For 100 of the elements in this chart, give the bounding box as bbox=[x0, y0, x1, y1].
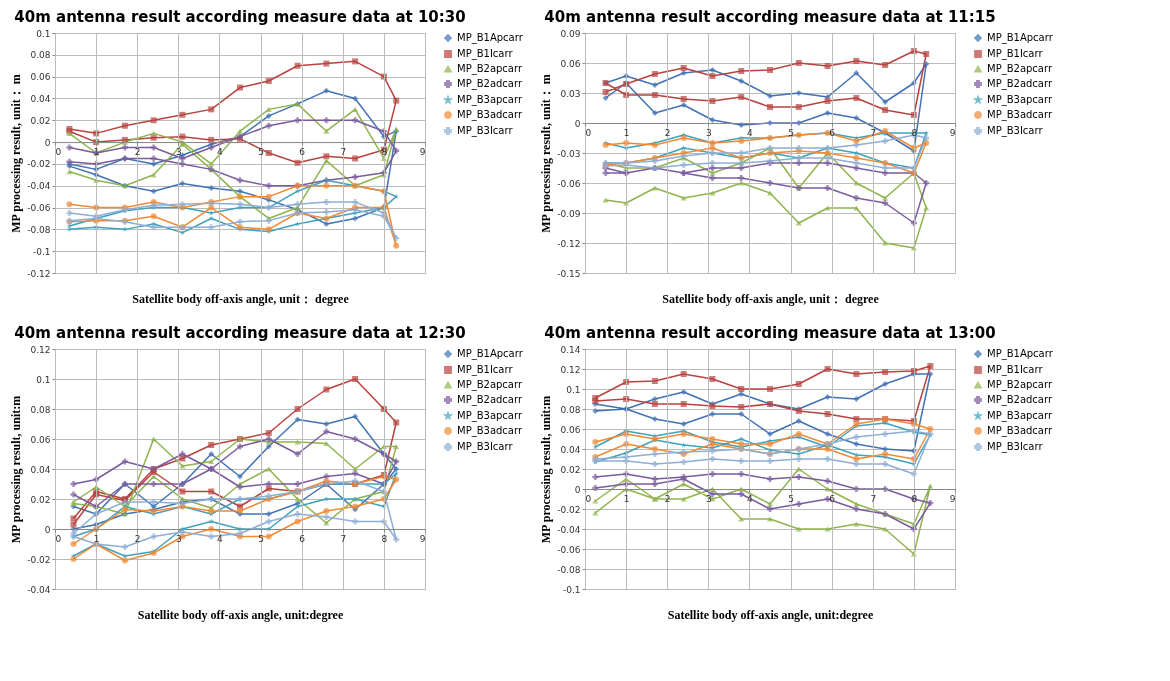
x-tick-label: 0 bbox=[55, 146, 62, 157]
y-tick-label: 0 bbox=[574, 118, 581, 129]
y-tick-label: 0.04 bbox=[30, 93, 51, 104]
y-tick-label: -0.06 bbox=[27, 203, 51, 214]
y-tick-label: 0.02 bbox=[30, 115, 51, 126]
y-tick-label: 0.12 bbox=[30, 344, 51, 355]
x-tick-label: 1 bbox=[93, 533, 100, 544]
legend-label: MP_B1Icarr bbox=[987, 48, 1044, 60]
y-tick-label: -0.15 bbox=[557, 268, 581, 279]
legend-label: MP_B2apcarr bbox=[987, 63, 1053, 75]
x-tick-label: 6 bbox=[299, 533, 306, 544]
legend-label: MP_B2adcarr bbox=[457, 394, 523, 406]
x-tick-label: 2 bbox=[134, 533, 141, 544]
y-tick-label: 0.08 bbox=[30, 404, 51, 415]
legend-label: MP_B3apcarr bbox=[457, 410, 523, 422]
legend-label: MP_B1Apcarr bbox=[457, 32, 524, 44]
x-tick-label: 3 bbox=[705, 493, 712, 504]
y-tick-label: 0.06 bbox=[30, 72, 51, 83]
y-tick-label: 0.02 bbox=[560, 464, 581, 475]
x-tick-label: 4 bbox=[747, 127, 754, 138]
x-tick-label: 2 bbox=[664, 493, 671, 504]
x-tick-label: 4 bbox=[217, 533, 224, 544]
x-tick-label: 7 bbox=[340, 533, 347, 544]
chart-title: 40m antenna result according measure data at 10:30 bbox=[14, 8, 466, 26]
legend-label: MP_B2apcarr bbox=[987, 379, 1053, 391]
y-tick-label: 0.03 bbox=[560, 88, 581, 99]
y-tick-label: 0.02 bbox=[30, 494, 51, 505]
x-tick-label: 4 bbox=[217, 146, 224, 157]
x-tick-label: 2 bbox=[664, 127, 671, 138]
x-axis-title: Satellite body off-axis angle, unit:degree bbox=[137, 607, 344, 622]
y-axis-title: MP processing result, unit： m bbox=[539, 74, 554, 233]
legend-label: MP_B2adcarr bbox=[457, 78, 523, 90]
x-axis-title: Satellite body off-axis angle, unit:degree bbox=[667, 607, 874, 622]
y-tick-label: -0.02 bbox=[557, 504, 581, 515]
legend-label: MP_B3apcarr bbox=[457, 94, 523, 106]
x-tick-label: 8 bbox=[911, 127, 918, 138]
x-tick-label: 3 bbox=[175, 146, 182, 157]
y-axis-title: MP processing result, unit:m bbox=[539, 395, 554, 544]
x-tick-label: 6 bbox=[829, 127, 836, 138]
y-tick-label: 0.08 bbox=[560, 404, 581, 415]
y-tick-label: 0.04 bbox=[30, 464, 51, 475]
x-tick-label: 3 bbox=[705, 127, 712, 138]
legend-label: MP_B2apcarr bbox=[457, 379, 523, 391]
x-tick-label: 9 bbox=[949, 127, 956, 138]
legend-label: MP_B3Icarr bbox=[457, 125, 514, 137]
legend-label: MP_B3Icarr bbox=[987, 125, 1044, 137]
y-tick-label: -0.06 bbox=[557, 544, 581, 555]
legend-label: MP_B3adcarr bbox=[457, 425, 523, 437]
y-tick-label: -0.02 bbox=[27, 554, 51, 565]
legend-label: MP_B2apcarr bbox=[457, 63, 523, 75]
x-tick-label: 8 bbox=[381, 146, 388, 157]
x-tick-label: 5 bbox=[788, 127, 794, 138]
x-tick-label: 7 bbox=[870, 493, 877, 504]
x-tick-label: 4 bbox=[747, 493, 754, 504]
x-tick-label: 0 bbox=[585, 127, 592, 138]
y-tick-label: -0.04 bbox=[557, 524, 581, 535]
x-axis-title: Satellite body off-axis angle, unit： degree bbox=[662, 291, 880, 306]
y-tick-label: 0.06 bbox=[30, 434, 51, 445]
legend-label: MP_B3adcarr bbox=[987, 109, 1053, 121]
y-tick-label: -0.08 bbox=[27, 224, 51, 235]
legend-label: MP_B3Icarr bbox=[457, 441, 514, 453]
y-tick-label: -0.04 bbox=[27, 584, 51, 595]
legend-label: MP_B1Apcarr bbox=[987, 32, 1054, 44]
x-tick-label: 9 bbox=[419, 533, 426, 544]
y-tick-label: 0 bbox=[44, 524, 51, 535]
y-tick-label: 0.1 bbox=[566, 384, 581, 395]
y-axis-title: MP processing result, unit： m bbox=[9, 74, 24, 233]
x-tick-label: 2 bbox=[134, 146, 141, 157]
y-tick-label: -0.03 bbox=[557, 148, 581, 159]
x-axis-title: Satellite body off-axis angle, unit： degree bbox=[132, 291, 350, 306]
chart-title: 40m antenna result according measure data at 13:00 bbox=[544, 324, 996, 342]
x-tick-label: 1 bbox=[623, 493, 630, 504]
x-tick-label: 1 bbox=[93, 146, 100, 157]
legend-label: MP_B1Apcarr bbox=[457, 348, 524, 360]
y-tick-label: -0.09 bbox=[557, 208, 581, 219]
x-tick-label: 6 bbox=[829, 493, 836, 504]
x-tick-label: 3 bbox=[175, 533, 182, 544]
x-tick-label: 8 bbox=[911, 493, 918, 504]
y-tick-label: 0.04 bbox=[560, 444, 581, 455]
chart-title: 40m antenna result according measure data at 11:15 bbox=[544, 8, 996, 26]
x-tick-label: 7 bbox=[340, 146, 347, 157]
legend-label: MP_B1Apcarr bbox=[987, 348, 1054, 360]
legend-label: MP_B1Icarr bbox=[457, 364, 514, 376]
y-tick-label: 0.1 bbox=[36, 374, 51, 385]
y-tick-label: -0.12 bbox=[557, 238, 581, 249]
y-tick-label: 0.14 bbox=[560, 344, 581, 355]
y-tick-label: 0.08 bbox=[30, 50, 51, 61]
y-tick-label: 0.09 bbox=[560, 28, 581, 39]
y-tick-label: 0.06 bbox=[560, 424, 581, 435]
x-tick-label: 5 bbox=[258, 146, 264, 157]
y-tick-label: -0.1 bbox=[562, 584, 581, 595]
x-tick-label: 0 bbox=[55, 533, 62, 544]
x-tick-label: 5 bbox=[258, 533, 264, 544]
y-tick-label: -0.12 bbox=[27, 268, 51, 279]
y-tick-label: -0.06 bbox=[557, 178, 581, 189]
legend-label: MP_B1Icarr bbox=[457, 48, 514, 60]
y-tick-label: 0.1 bbox=[36, 28, 51, 39]
x-tick-label: 6 bbox=[299, 146, 306, 157]
legend-label: MP_B3Icarr bbox=[987, 441, 1044, 453]
y-tick-label: -0.1 bbox=[32, 246, 51, 257]
